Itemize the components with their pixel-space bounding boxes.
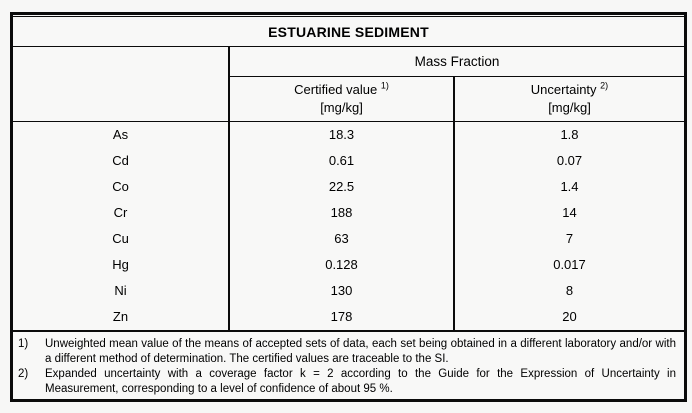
certified-value-cell: 0.61	[230, 148, 455, 174]
table-row: Co 22.5 1.4	[13, 174, 684, 200]
mass-fraction-header-group: Mass Fraction Certified value 1) [mg/kg]…	[230, 47, 684, 121]
uncertainty-cell: 0.07	[556, 153, 583, 168]
column-header-label: Uncertainty 2)	[530, 80, 609, 97]
footnote-text: Unweighted mean value of the means of ac…	[45, 338, 676, 365]
certified-value-cell: 18.3	[230, 122, 455, 148]
footnote-ref-1: 1)	[380, 80, 389, 91]
column-header-unit: [mg/kg]	[548, 100, 591, 115]
table-row: Cd 0.61 0.07	[13, 148, 684, 174]
column-header-uncertainty: Uncertainty 2) [mg/kg]	[455, 77, 684, 121]
table-row: Cu 63 7	[13, 226, 684, 252]
certificate-table: ESTUARINE SEDIMENT Mass Fraction Certifi…	[10, 12, 687, 402]
element-column-header-empty	[13, 47, 230, 121]
column-header-unit: [mg/kg]	[320, 100, 363, 115]
element-cell: Cd	[13, 148, 230, 174]
column-header-label: Certified value 1)	[294, 80, 389, 97]
table-row: Hg 0.128 0.017	[13, 252, 684, 278]
certified-value-cell: 63	[230, 226, 455, 252]
element-cell: Cu	[13, 226, 230, 252]
element-cell: Zn	[13, 304, 230, 330]
certified-value-cell: 178	[230, 304, 455, 330]
element-cell: As	[13, 122, 230, 148]
column-header-certified-value: Certified value 1) [mg/kg]	[230, 77, 455, 121]
group-header-mass-fraction: Mass Fraction	[230, 47, 684, 77]
footnotes-section: 1) Unweighted mean value of the means of…	[13, 332, 684, 399]
element-cell: Hg	[13, 252, 230, 278]
double-border-inner-line	[13, 16, 684, 17]
table-row: Cr 188 14	[13, 200, 684, 226]
uncertainty-cell: 1.4	[560, 179, 579, 194]
table-body: As 18.3 1.8 Cd 0.61 0.07 Co 22.5 1.4 Cr …	[13, 122, 684, 332]
element-cell: Cr	[13, 200, 230, 226]
uncertainty-cell: 1.8	[560, 127, 579, 142]
footnote-text: Expanded uncertainty with a coverage fac…	[45, 368, 676, 395]
footnote-marker: 2)	[18, 368, 29, 380]
table-row: Zn 178 20	[13, 304, 684, 330]
footnote-ref-2: 2)	[600, 80, 609, 91]
footnote-marker: 1)	[18, 338, 29, 350]
certified-value-cell: 22.5	[230, 174, 455, 200]
uncertainty-cell: 0.017	[553, 257, 586, 272]
certified-value-cell: 188	[230, 200, 455, 226]
footnote-2: 2) Expanded uncertainty with a coverage …	[18, 367, 678, 397]
table-row: Ni 130 8	[13, 278, 684, 304]
element-cell: Ni	[13, 278, 230, 304]
certified-value-cell: 130	[230, 278, 455, 304]
table-title: ESTUARINE SEDIMENT	[13, 17, 684, 47]
uncertainty-cell: 8	[565, 283, 574, 298]
table-row: As 18.3 1.8	[13, 122, 684, 148]
table-header: Mass Fraction Certified value 1) [mg/kg]…	[13, 47, 684, 122]
certified-value-cell: 0.128	[230, 252, 455, 278]
element-cell: Co	[13, 174, 230, 200]
footnote-1: 1) Unweighted mean value of the means of…	[18, 337, 678, 367]
uncertainty-cell: 20	[562, 309, 577, 324]
uncertainty-cell: 14	[562, 205, 577, 220]
column-subheaders: Certified value 1) [mg/kg] Uncertainty 2…	[230, 77, 684, 121]
uncertainty-cell: 7	[565, 231, 574, 246]
